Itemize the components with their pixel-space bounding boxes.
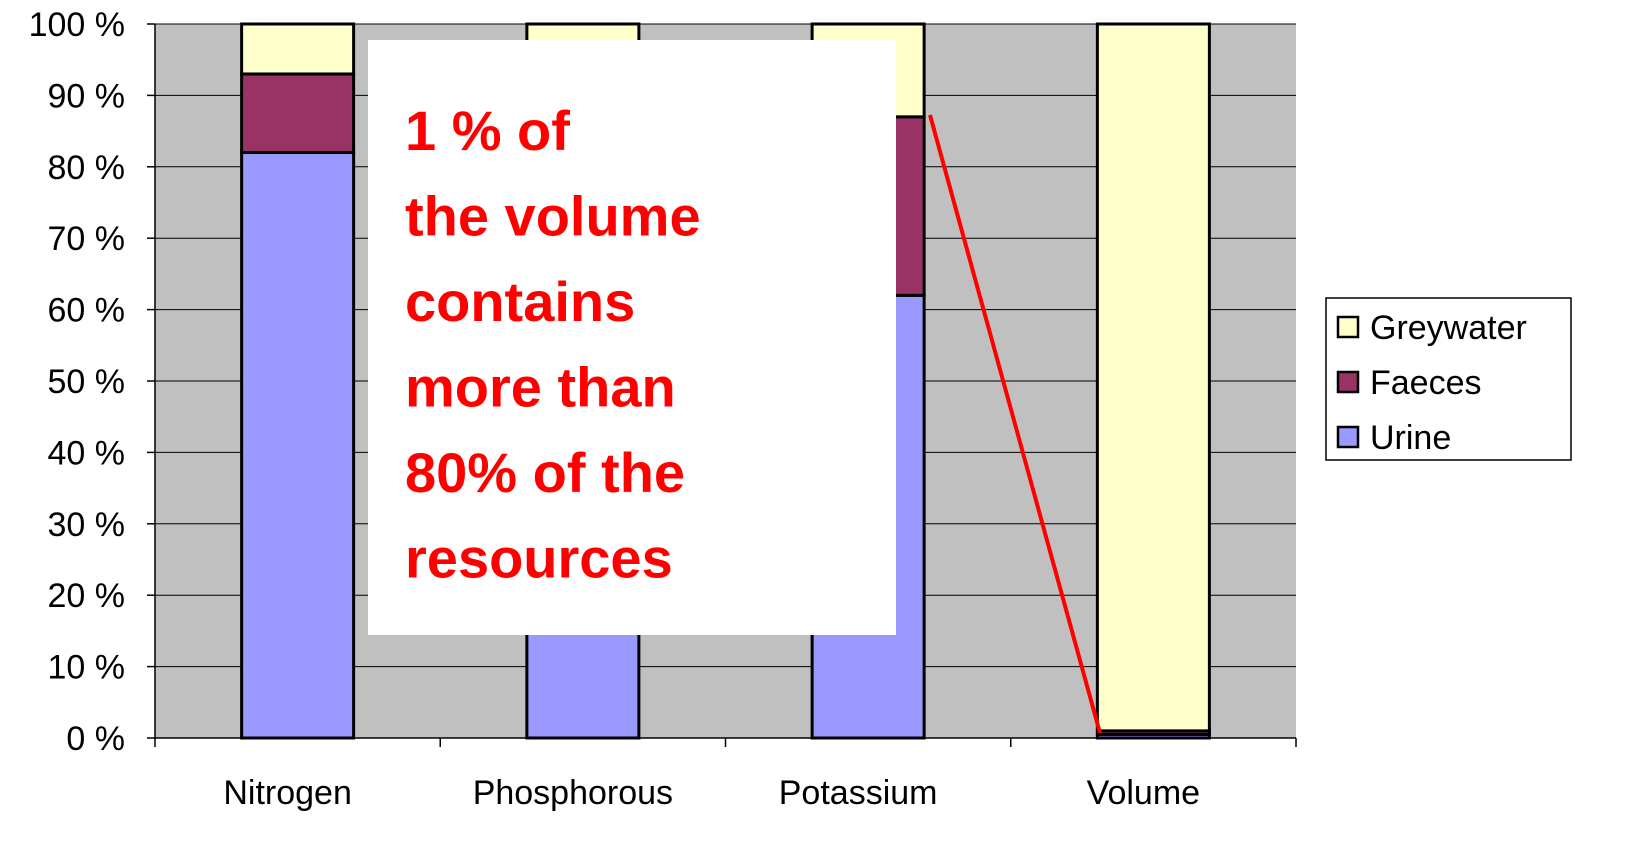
y-tick-label: 90 % bbox=[48, 77, 126, 115]
annotation: 1 % of the volume contains more than 80% of … bbox=[405, 99, 701, 590]
x-tick-label: Volume bbox=[1087, 774, 1200, 812]
x-tick-label: Potassium bbox=[779, 774, 938, 812]
legend-swatch bbox=[1336, 370, 1360, 394]
x-tick-label: Nitrogen bbox=[223, 774, 352, 812]
bar-segment bbox=[240, 22, 356, 76]
y-tick-label: 60 % bbox=[48, 292, 126, 330]
annotation-line: resources bbox=[405, 527, 673, 590]
y-tick-label: 100 % bbox=[29, 6, 125, 44]
bar-segment bbox=[240, 72, 356, 155]
y-tick-label: 40 % bbox=[48, 434, 126, 472]
bar-segment bbox=[240, 151, 356, 740]
legend-label: Urine bbox=[1370, 419, 1451, 457]
legend: Greywater Faeces Urine bbox=[1336, 309, 1527, 457]
y-tick-label: 30 % bbox=[48, 506, 126, 544]
y-tick-label: 10 % bbox=[48, 649, 126, 687]
legend-label: Greywater bbox=[1370, 309, 1527, 347]
annotation-box bbox=[368, 40, 896, 635]
bar-segment bbox=[1095, 22, 1211, 733]
y-tick-label: 50 % bbox=[48, 363, 126, 401]
legend-swatch bbox=[1336, 425, 1360, 449]
legend-label: Faeces bbox=[1370, 364, 1482, 402]
y-tick-label: 70 % bbox=[48, 220, 126, 258]
annotation-line: the volume bbox=[405, 185, 701, 248]
x-tick-label: Phosphorous bbox=[473, 774, 673, 812]
annotation-arrow bbox=[928, 114, 1102, 734]
legend-swatch bbox=[1336, 315, 1360, 339]
annotation-line: more than bbox=[405, 356, 676, 419]
annotation-line: contains bbox=[405, 270, 635, 333]
annotation-line: 1 % of bbox=[405, 99, 570, 162]
y-tick-label: 0 % bbox=[66, 720, 125, 758]
legend-box bbox=[1325, 297, 1572, 461]
y-tick-label: 20 % bbox=[48, 577, 126, 615]
axes: 0 % 10 % 20 % 30 % 40 % 50 % 60 % 70 % 80 % 90 % 1… bbox=[29, 6, 1297, 812]
annotation-line: 80% of the bbox=[405, 441, 685, 504]
y-tick-label: 80 % bbox=[48, 149, 126, 187]
